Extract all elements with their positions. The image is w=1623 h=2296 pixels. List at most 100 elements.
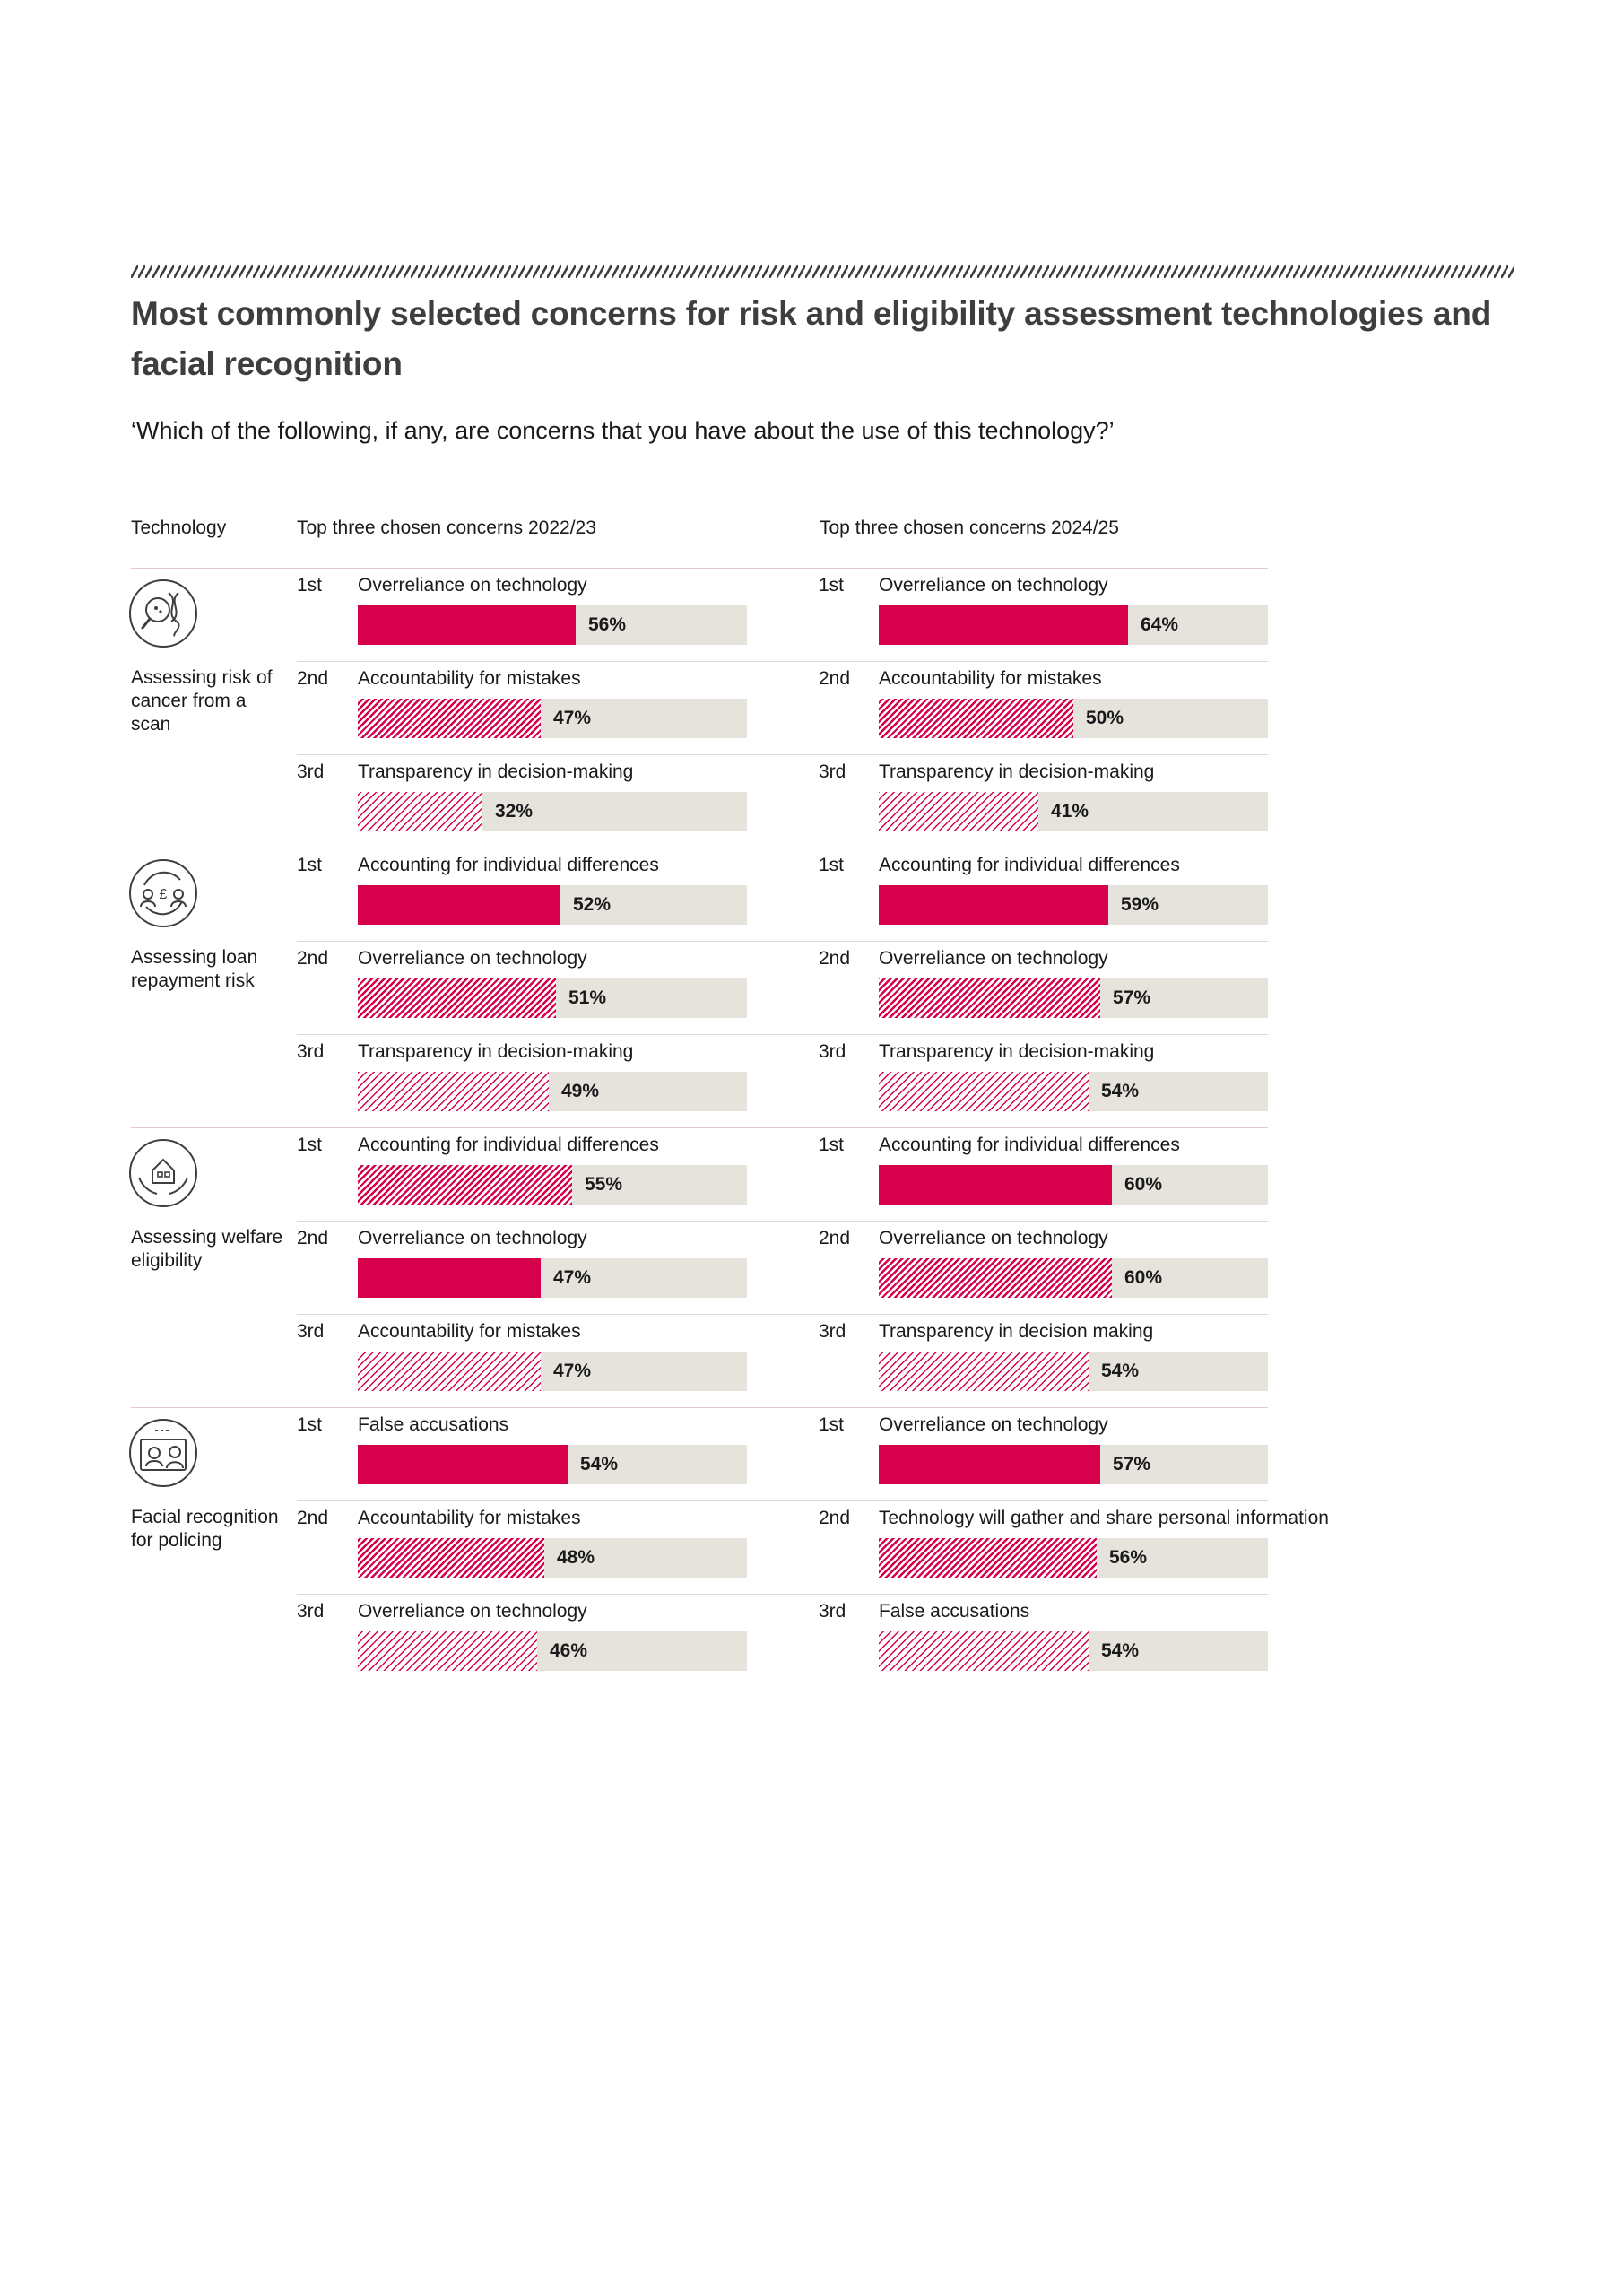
face-scan-icon <box>129 1419 197 1487</box>
row-separator <box>297 754 1268 755</box>
bar-track-2024-25: 60% <box>879 1165 1268 1205</box>
rank-label: 3rd <box>297 1601 325 1622</box>
chart-title: Most commonly selected concerns for risk… <box>131 295 1492 382</box>
concern-label: False accusations <box>358 1414 509 1435</box>
bar-track-2022-23: 52% <box>358 885 747 925</box>
concern-label: Accountability for mistakes <box>879 668 1102 689</box>
data-label: 59% <box>1121 894 1159 915</box>
concern-label: Overreliance on technology <box>879 575 1108 596</box>
rank-label: 2nd <box>819 668 851 689</box>
bar-track-2024-25: 56% <box>879 1538 1268 1578</box>
bar-track-2022-23: 46% <box>358 1631 747 1671</box>
concern-label: Technology will gather and share persona… <box>879 1508 1329 1528</box>
rank-label: 2nd <box>819 1508 851 1528</box>
rank-label: 2nd <box>819 1228 851 1248</box>
concern-label: False accusations <box>879 1601 1030 1622</box>
bar-track-2022-23: 55% <box>358 1165 747 1205</box>
data-label: 48% <box>557 1547 595 1568</box>
concern-label: Overreliance on technology <box>358 1601 587 1622</box>
dna-magnifier-icon <box>129 579 197 648</box>
technology-label-assessing-welfare-eligibility: Assessing welfare eligibility <box>131 1227 283 1271</box>
data-label: 57% <box>1113 987 1151 1008</box>
bar-track-2022-23: 51% <box>358 978 747 1018</box>
rank-label: 1st <box>819 1135 845 1155</box>
row-separator <box>297 1034 1268 1035</box>
bar-track-2022-23: 49% <box>358 1072 747 1111</box>
concern-label: Accounting for individual differences <box>879 1135 1180 1155</box>
row-separator <box>297 1314 1268 1315</box>
bar-2022-23-assessing-risk-of-cancer-from-a-scan-2nd <box>358 699 541 738</box>
bar-2024-25-assessing-risk-of-cancer-from-a-scan-2nd <box>879 699 1073 738</box>
rank-label: 3rd <box>819 1041 846 1062</box>
data-label: 49% <box>561 1081 600 1101</box>
bar-2022-23-assessing-welfare-eligibility-3rd <box>358 1352 541 1391</box>
row-separator <box>297 941 1268 942</box>
concern-label: Accountability for mistakes <box>358 668 581 689</box>
concern-label: Transparency in decision-making <box>879 1041 1155 1062</box>
data-label: 52% <box>573 894 612 915</box>
row-separator <box>297 1594 1268 1595</box>
bar-track-2024-25: 41% <box>879 792 1268 831</box>
rank-label: 3rd <box>819 761 846 782</box>
rank-label: 1st <box>297 1135 323 1155</box>
bar-2022-23-facial-recognition-for-policing-2nd <box>358 1538 544 1578</box>
data-label: 54% <box>1101 1640 1140 1661</box>
technology-separator <box>131 568 1268 569</box>
bar-2022-23-facial-recognition-for-policing-1st <box>358 1445 568 1484</box>
concern-label: Transparency in decision-making <box>879 761 1155 782</box>
bar-track-2022-23: 56% <box>358 605 747 645</box>
row-separator <box>297 661 1268 662</box>
rank-label: 3rd <box>297 1321 325 1342</box>
data-label: 60% <box>1124 1174 1163 1195</box>
bar-track-2022-23: 47% <box>358 1258 747 1298</box>
bar-track-2024-25: 54% <box>879 1352 1268 1391</box>
loan-exchange-icon: £ <box>129 859 197 927</box>
bar-2024-25-assessing-welfare-eligibility-3rd <box>879 1352 1089 1391</box>
bar-2022-23-assessing-risk-of-cancer-from-a-scan-1st <box>358 605 576 645</box>
bar-track-2024-25: 57% <box>879 978 1268 1018</box>
chart-subtitle: ‘Which of the following, if any, are con… <box>131 417 1115 444</box>
technology-label-assessing-risk-of-cancer-from-a-scan: Assessing risk of cancer from a scan <box>131 667 273 735</box>
bar-2022-23-facial-recognition-for-policing-3rd <box>358 1631 537 1671</box>
bar-track-2024-25: 64% <box>879 605 1268 645</box>
bar-track-2022-23: 47% <box>358 699 747 738</box>
bar-2022-23-assessing-welfare-eligibility-2nd <box>358 1258 541 1298</box>
data-label: 55% <box>585 1174 623 1195</box>
data-label: 47% <box>553 1361 592 1381</box>
data-label: 54% <box>1101 1081 1140 1101</box>
rank-label: 3rd <box>297 1041 325 1062</box>
concern-label: Transparency in decision-making <box>358 761 634 782</box>
concern-label: Transparency in decision making <box>879 1321 1154 1342</box>
concern-label: Overreliance on technology <box>358 1228 587 1248</box>
technology-label-facial-recognition-for-policing: Facial recognition for policing <box>131 1507 279 1551</box>
technology-separator <box>131 1127 1268 1128</box>
concern-label: Accountability for mistakes <box>358 1508 581 1528</box>
bar-2022-23-assessing-loan-repayment-risk-2nd <box>358 978 556 1018</box>
rank-label: 2nd <box>297 668 329 689</box>
hatched-rule <box>131 265 1514 278</box>
bar-2024-25-assessing-loan-repayment-risk-1st <box>879 885 1108 925</box>
data-label: 46% <box>550 1640 588 1661</box>
bar-track-2024-25: 50% <box>879 699 1268 738</box>
rank-label: 1st <box>297 1414 323 1435</box>
rank-label: 3rd <box>819 1321 846 1342</box>
bar-track-2022-23: 47% <box>358 1352 747 1391</box>
rank-label: 1st <box>297 575 323 596</box>
technology-label-assessing-loan-repayment-risk: Assessing loan repayment risk <box>131 947 258 991</box>
svg-text:£: £ <box>160 887 168 902</box>
bar-track-2024-25: 54% <box>879 1631 1268 1671</box>
concern-label: Transparency in decision-making <box>358 1041 634 1062</box>
bar-track-2022-23: 54% <box>358 1445 747 1484</box>
bar-2024-25-assessing-loan-repayment-risk-3rd <box>879 1072 1089 1111</box>
data-label: 47% <box>553 1267 592 1288</box>
concern-label: Accounting for individual differences <box>358 1135 659 1155</box>
technology-separator <box>131 1407 1268 1408</box>
bar-2024-25-facial-recognition-for-policing-3rd <box>879 1631 1089 1671</box>
data-label: 32% <box>495 801 534 822</box>
data-label: 57% <box>1113 1454 1151 1474</box>
data-label: 54% <box>580 1454 619 1474</box>
rank-label: 1st <box>819 575 845 596</box>
data-label: 51% <box>568 987 607 1008</box>
data-label: 56% <box>588 614 627 635</box>
bar-2024-25-assessing-welfare-eligibility-2nd <box>879 1258 1112 1298</box>
